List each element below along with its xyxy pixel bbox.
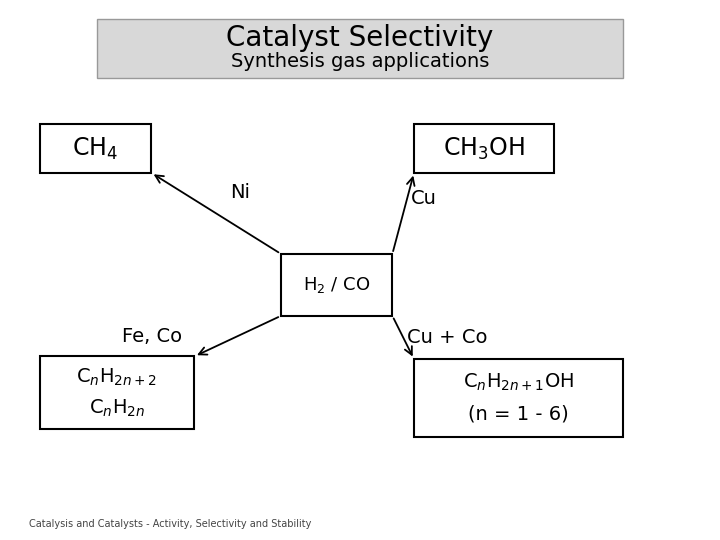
Text: Cu + Co: Cu + Co	[407, 328, 487, 347]
Text: (n = 1 - 6): (n = 1 - 6)	[468, 405, 569, 424]
Text: C$_n$H$_{2n}$: C$_n$H$_{2n}$	[89, 397, 145, 418]
FancyBboxPatch shape	[281, 254, 392, 316]
Text: C$_n$H$_{2n+1}$OH: C$_n$H$_{2n+1}$OH	[463, 372, 574, 393]
FancyBboxPatch shape	[414, 124, 554, 173]
FancyBboxPatch shape	[97, 19, 623, 78]
Text: CH$_4$: CH$_4$	[73, 136, 118, 161]
Text: Synthesis gas applications: Synthesis gas applications	[231, 52, 489, 71]
FancyBboxPatch shape	[40, 356, 194, 429]
Text: Catalysis and Catalysts - Activity, Selectivity and Stability: Catalysis and Catalysts - Activity, Sele…	[29, 519, 311, 529]
Text: Cu: Cu	[410, 189, 436, 208]
Text: Fe, Co: Fe, Co	[122, 327, 183, 346]
FancyBboxPatch shape	[414, 359, 623, 437]
Text: H$_2$ / CO: H$_2$ / CO	[303, 275, 370, 295]
Text: CH$_3$OH: CH$_3$OH	[444, 136, 525, 161]
Text: Ni: Ni	[230, 184, 251, 202]
FancyBboxPatch shape	[40, 124, 151, 173]
Text: C$_n$H$_{2n+2}$: C$_n$H$_{2n+2}$	[76, 367, 158, 388]
Text: Catalyst Selectivity: Catalyst Selectivity	[226, 24, 494, 52]
